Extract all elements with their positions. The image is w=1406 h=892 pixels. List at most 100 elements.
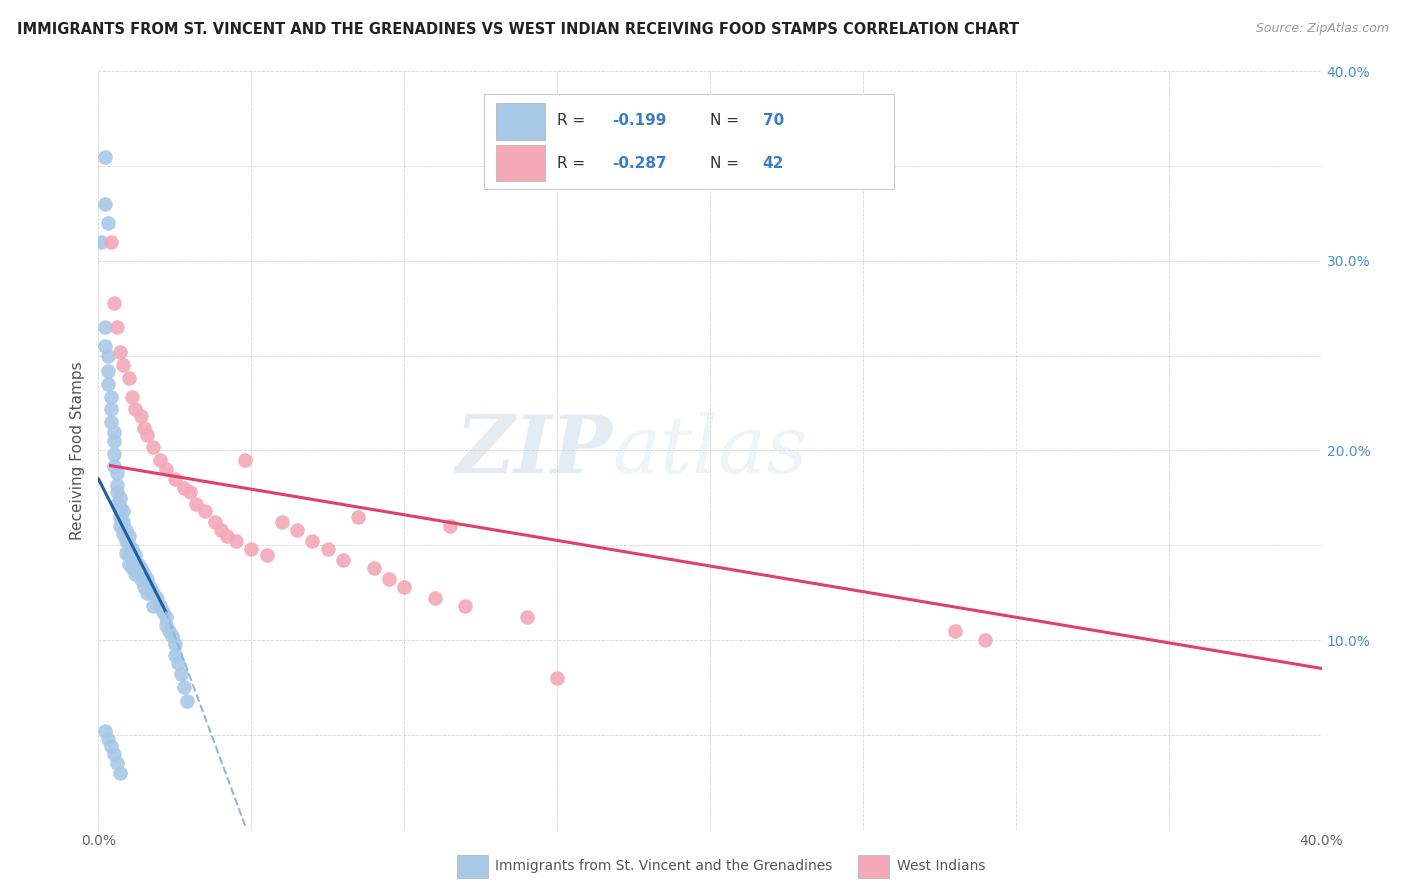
Text: IMMIGRANTS FROM ST. VINCENT AND THE GRENADINES VS WEST INDIAN RECEIVING FOOD STA: IMMIGRANTS FROM ST. VINCENT AND THE GREN… xyxy=(17,22,1019,37)
Point xyxy=(423,591,446,606)
Point xyxy=(285,523,308,537)
Point xyxy=(139,580,162,594)
Point xyxy=(378,573,401,587)
Point xyxy=(124,557,146,572)
Point xyxy=(100,235,122,249)
Point xyxy=(124,548,146,562)
Point xyxy=(105,497,128,511)
Text: West Indians: West Indians xyxy=(897,859,986,873)
FancyBboxPatch shape xyxy=(484,95,894,189)
Point xyxy=(256,548,278,562)
Point xyxy=(105,320,128,334)
Point xyxy=(103,425,125,439)
Point xyxy=(454,599,477,613)
Point xyxy=(974,633,997,648)
Point xyxy=(546,671,568,685)
Point xyxy=(97,731,120,746)
Point xyxy=(145,591,167,606)
Point xyxy=(163,648,186,662)
Point xyxy=(103,434,125,448)
Text: ZIP: ZIP xyxy=(456,412,612,489)
Point xyxy=(129,409,152,424)
Point xyxy=(121,551,143,566)
Point xyxy=(93,197,115,211)
Point xyxy=(118,538,141,552)
Point xyxy=(100,415,122,429)
Point xyxy=(93,320,115,334)
Point xyxy=(100,739,122,753)
Point xyxy=(108,509,131,524)
Point xyxy=(111,516,134,530)
Point xyxy=(194,504,217,518)
Point xyxy=(129,573,152,587)
Point xyxy=(215,529,238,543)
Point xyxy=(176,694,198,708)
Point xyxy=(93,339,115,353)
Point xyxy=(118,371,141,385)
Point xyxy=(108,765,131,780)
Text: -0.199: -0.199 xyxy=(612,113,666,128)
Point xyxy=(163,472,186,486)
Point xyxy=(111,526,134,541)
Point xyxy=(105,477,128,491)
Point xyxy=(129,561,152,575)
Text: N =: N = xyxy=(710,113,744,128)
Point xyxy=(115,523,138,537)
Point xyxy=(103,447,125,461)
Text: R =: R = xyxy=(557,113,591,128)
Bar xyxy=(496,103,546,140)
Point xyxy=(301,534,323,549)
Text: atlas: atlas xyxy=(612,412,807,489)
Point xyxy=(142,440,165,454)
Point xyxy=(332,553,354,567)
Point xyxy=(316,542,339,557)
Point xyxy=(124,401,146,416)
Point xyxy=(152,605,174,619)
Point xyxy=(111,358,134,372)
Point xyxy=(363,561,385,575)
Point xyxy=(155,610,177,624)
Point xyxy=(93,724,115,739)
Point xyxy=(127,566,149,581)
Point xyxy=(115,546,138,560)
Point xyxy=(121,542,143,557)
Point xyxy=(149,453,172,467)
Bar xyxy=(496,145,546,181)
Point xyxy=(163,637,186,651)
Point xyxy=(121,561,143,575)
Text: Immigrants from St. Vincent and the Grenadines: Immigrants from St. Vincent and the Gren… xyxy=(495,859,832,873)
Point xyxy=(136,428,159,442)
Point xyxy=(108,500,131,515)
Point xyxy=(100,401,122,416)
Text: Source: ZipAtlas.com: Source: ZipAtlas.com xyxy=(1256,22,1389,36)
Point xyxy=(233,453,256,467)
Point xyxy=(516,610,538,624)
Point xyxy=(943,624,966,638)
Point xyxy=(97,364,120,378)
Point xyxy=(142,599,165,613)
Point xyxy=(155,618,177,632)
Point xyxy=(108,491,131,505)
Point xyxy=(173,681,195,695)
Point xyxy=(134,566,156,581)
Point xyxy=(97,349,120,363)
Point xyxy=(186,497,208,511)
Text: 42: 42 xyxy=(762,155,785,170)
Point xyxy=(347,509,370,524)
Point xyxy=(225,534,247,549)
Point xyxy=(270,516,292,530)
Point xyxy=(105,467,128,481)
Point xyxy=(392,580,416,594)
Point xyxy=(115,534,138,549)
Point xyxy=(121,391,143,405)
Point xyxy=(167,656,190,670)
Point xyxy=(204,516,226,530)
Text: 70: 70 xyxy=(762,113,785,128)
Point xyxy=(105,485,128,500)
Y-axis label: Receiving Food Stamps: Receiving Food Stamps xyxy=(70,361,86,540)
Text: N =: N = xyxy=(710,155,744,170)
Text: -0.287: -0.287 xyxy=(612,155,666,170)
Point xyxy=(240,542,263,557)
Point xyxy=(108,519,131,533)
Point xyxy=(134,580,156,594)
